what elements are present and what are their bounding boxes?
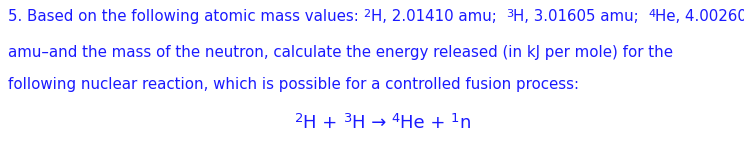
Text: amu–and the mass of the neutron, calculate the energy released (in kJ per mole) : amu–and the mass of the neutron, calcula… [8, 45, 673, 60]
Text: 3: 3 [506, 9, 513, 19]
Text: H, 2.01410 amu;: H, 2.01410 amu; [371, 9, 506, 24]
Text: 4: 4 [391, 112, 400, 125]
Text: H →: H → [351, 114, 391, 132]
Text: He +: He + [400, 114, 451, 132]
Text: He, 4.00260: He, 4.00260 [655, 9, 744, 24]
Text: H, 3.01605 amu;: H, 3.01605 amu; [513, 9, 648, 24]
Text: H +: H + [304, 114, 343, 132]
Text: 5. Based on the following atomic mass values:: 5. Based on the following atomic mass va… [8, 9, 364, 24]
Text: 1: 1 [451, 112, 459, 125]
Text: 2: 2 [295, 112, 304, 125]
Text: 2: 2 [364, 9, 371, 19]
Text: 3: 3 [343, 112, 351, 125]
Text: n: n [459, 114, 471, 132]
Text: 4: 4 [648, 9, 655, 19]
Text: following nuclear reaction, which is possible for a controlled fusion process:: following nuclear reaction, which is pos… [8, 77, 579, 92]
